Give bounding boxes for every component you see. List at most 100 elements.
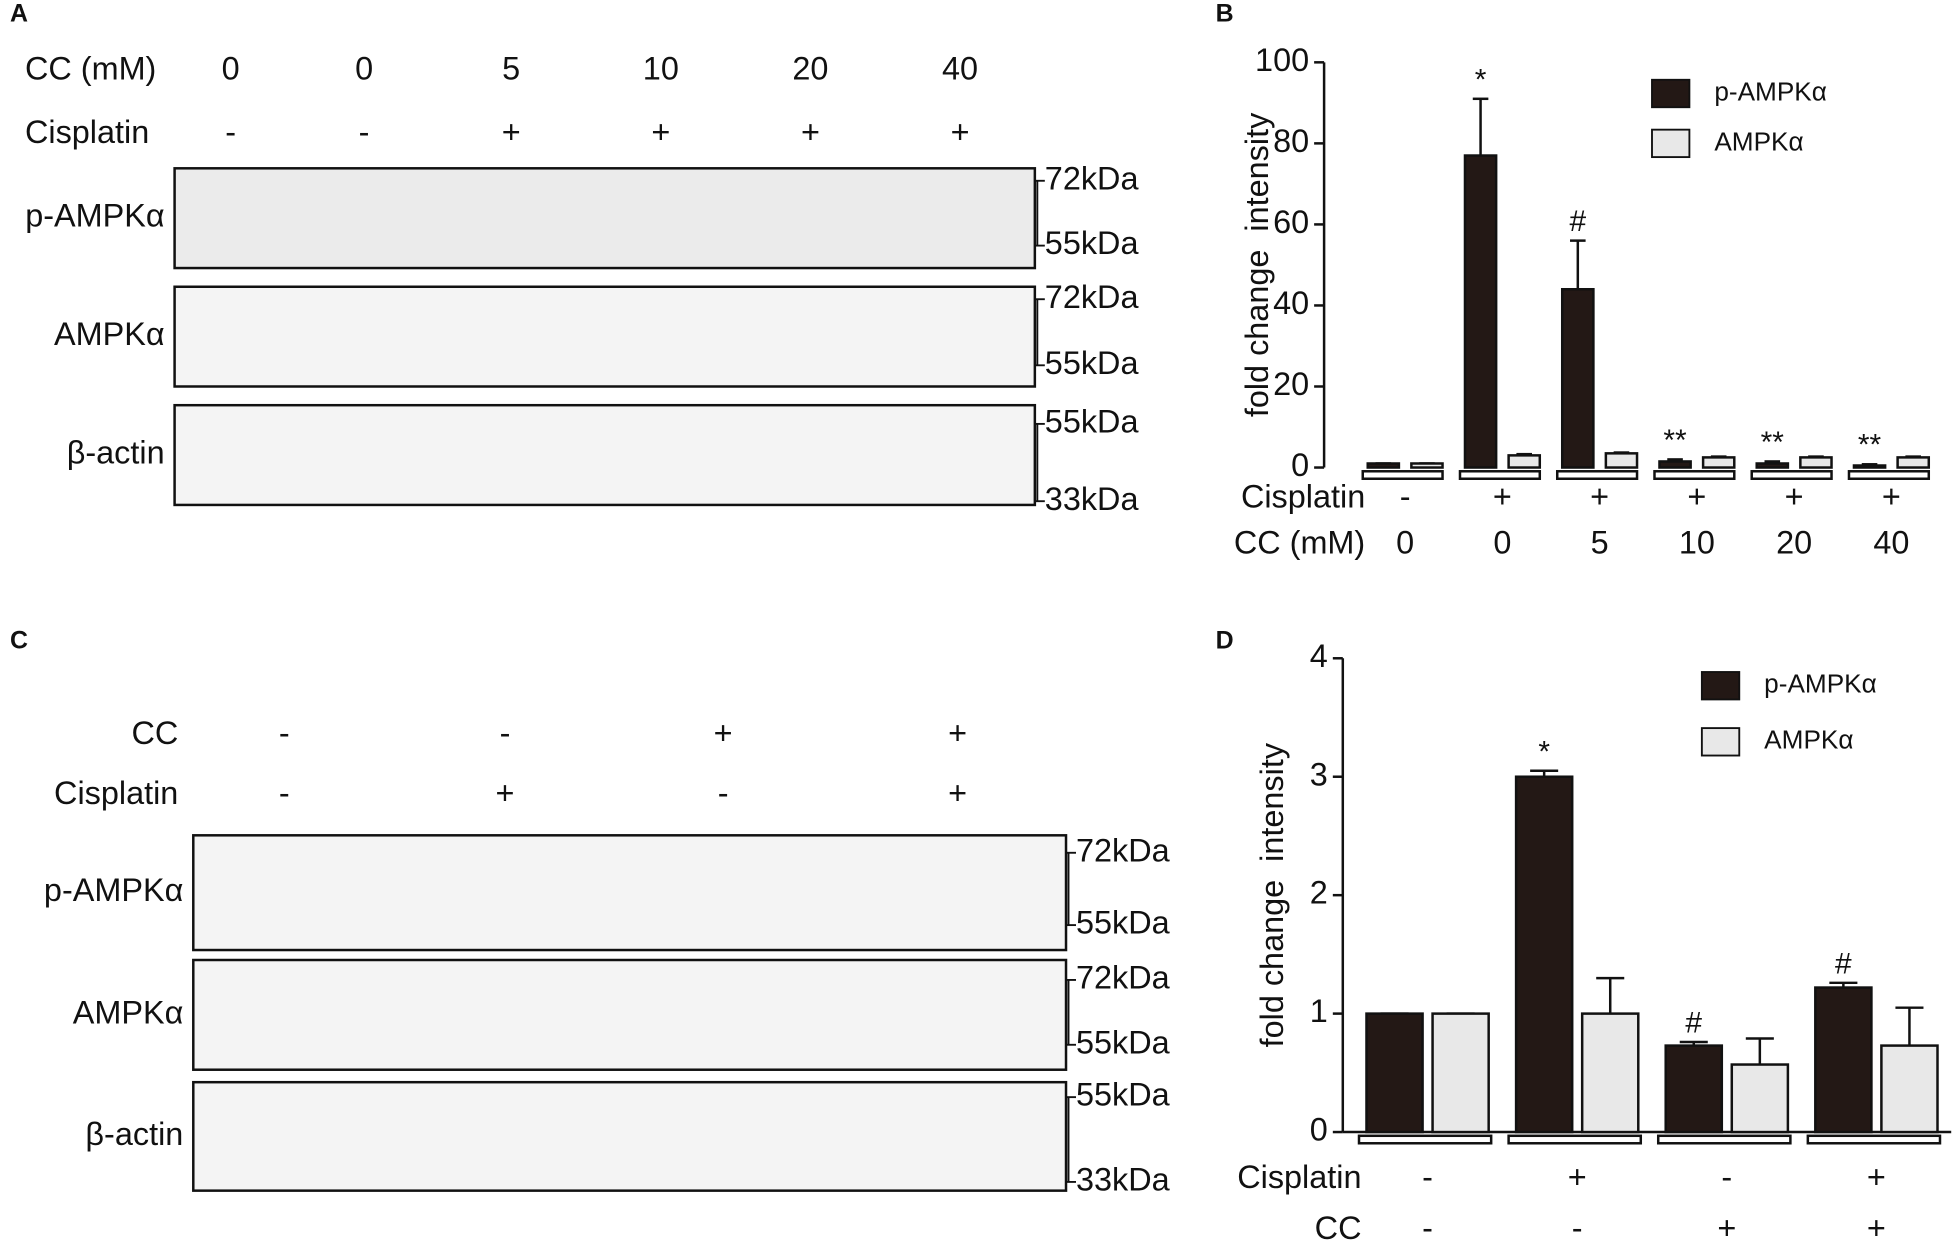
legend-swatch xyxy=(1651,128,1691,159)
marker-label: 55kDa xyxy=(1076,1024,1171,1060)
x-condition: + xyxy=(1785,478,1804,514)
baseline-bracket xyxy=(1357,1134,1493,1145)
row-label: β-actin xyxy=(85,1116,183,1152)
bar xyxy=(1852,464,1887,469)
blot-frame xyxy=(173,403,1037,507)
y-tick-label: 1 xyxy=(1310,993,1328,1029)
bar xyxy=(1560,288,1595,469)
y-axis-label: fold change intensity xyxy=(1239,112,1275,417)
y-tick-label: 0 xyxy=(1291,447,1309,483)
legend-label: p-AMPKα xyxy=(1714,76,1827,106)
x-condition: - xyxy=(1400,478,1411,514)
x-condition: + xyxy=(1867,1210,1886,1246)
lane-condition: + xyxy=(714,715,733,751)
legend-label: AMPKα xyxy=(1764,725,1853,755)
bar xyxy=(1701,456,1736,469)
marker-label: 55kDa xyxy=(1045,403,1140,439)
x-condition: - xyxy=(1572,1210,1583,1246)
lane-condition: 0 xyxy=(222,51,240,87)
lane-condition: 40 xyxy=(942,51,978,87)
bar xyxy=(1514,775,1574,1134)
marker-label: 72kDa xyxy=(1045,160,1140,196)
row-label: AMPKα xyxy=(54,316,165,352)
bar xyxy=(1799,456,1833,469)
marker-label: 72kDa xyxy=(1076,832,1171,868)
baseline-bracket xyxy=(1458,470,1542,480)
x-condition-name: CC xyxy=(1315,1210,1362,1246)
legend-label: p-AMPKα xyxy=(1764,669,1877,699)
significance-mark: # xyxy=(1569,205,1586,238)
significance-mark: # xyxy=(1835,947,1852,980)
x-condition: + xyxy=(1568,1159,1587,1195)
bar xyxy=(1365,1012,1424,1134)
bar xyxy=(1580,1012,1640,1134)
lane-condition: + xyxy=(651,114,670,150)
marker-label: 55kDa xyxy=(1045,345,1140,381)
lane-condition: 20 xyxy=(792,51,828,87)
lane-condition: - xyxy=(225,114,236,150)
bar xyxy=(1507,454,1542,469)
bar xyxy=(1896,456,1931,469)
x-condition: 0 xyxy=(1493,524,1511,560)
x-condition: 20 xyxy=(1776,524,1812,560)
blot-background xyxy=(174,405,1035,505)
baseline-bracket xyxy=(1507,1134,1643,1145)
lane-condition: + xyxy=(502,114,521,150)
y-tick-label: 80 xyxy=(1273,123,1309,159)
panel-label: A xyxy=(10,0,28,28)
bar xyxy=(1366,462,1401,469)
blot-background xyxy=(174,286,1035,387)
marker-label: 55kDa xyxy=(1045,225,1140,261)
x-condition: - xyxy=(1422,1210,1433,1246)
x-condition-name: Cisplatin xyxy=(1237,1159,1361,1195)
significance-mark: ** xyxy=(1663,424,1687,457)
x-condition: 10 xyxy=(1679,524,1715,560)
marker-label: 55kDa xyxy=(1076,905,1171,941)
bar xyxy=(1463,154,1498,469)
lane-condition: - xyxy=(500,715,511,751)
y-tick-label: 4 xyxy=(1310,638,1328,674)
legend-swatch xyxy=(1700,671,1741,701)
lane-condition: - xyxy=(279,715,290,751)
x-condition: + xyxy=(1493,478,1512,514)
blot-frame xyxy=(173,285,1037,388)
bar xyxy=(1431,1012,1490,1134)
condition-label: CC (mM) xyxy=(25,51,156,87)
lane-condition: + xyxy=(801,114,820,150)
marker-label: 72kDa xyxy=(1045,279,1140,315)
legend-label: AMPKα xyxy=(1714,126,1803,156)
x-condition: - xyxy=(1721,1159,1732,1195)
x-condition: + xyxy=(1590,478,1609,514)
significance-mark: * xyxy=(1538,735,1550,768)
row-label: β-actin xyxy=(67,435,165,471)
lane-condition: - xyxy=(359,114,370,150)
blot-frame xyxy=(173,167,1037,270)
baseline-bracket xyxy=(1806,1134,1942,1145)
blot-background xyxy=(193,835,1067,951)
panel-label: B xyxy=(1216,0,1234,28)
x-condition-name: Cisplatin xyxy=(1241,478,1365,514)
lane-condition: + xyxy=(951,114,970,150)
condition-label: CC xyxy=(132,715,179,751)
bar xyxy=(1814,986,1873,1134)
y-tick-label: 60 xyxy=(1273,204,1309,240)
x-condition: 5 xyxy=(1591,524,1609,560)
row-label: AMPKα xyxy=(73,994,184,1030)
marker-label: 33kDa xyxy=(1076,1161,1171,1197)
y-tick-label: 20 xyxy=(1273,366,1309,402)
significance-mark: * xyxy=(1475,63,1487,96)
lane-condition: - xyxy=(279,775,290,811)
x-condition: + xyxy=(1717,1210,1736,1246)
lane-condition: 5 xyxy=(502,51,520,87)
blot-background xyxy=(193,960,1067,1070)
baseline-bracket xyxy=(1653,470,1736,480)
bar xyxy=(1410,462,1444,469)
x-condition: + xyxy=(1687,478,1706,514)
x-condition: + xyxy=(1882,478,1901,514)
y-tick-label: 0 xyxy=(1310,1112,1328,1148)
x-condition: - xyxy=(1422,1159,1433,1195)
bar xyxy=(1658,460,1692,469)
y-tick-label: 100 xyxy=(1255,42,1309,78)
blot-background xyxy=(174,168,1035,269)
